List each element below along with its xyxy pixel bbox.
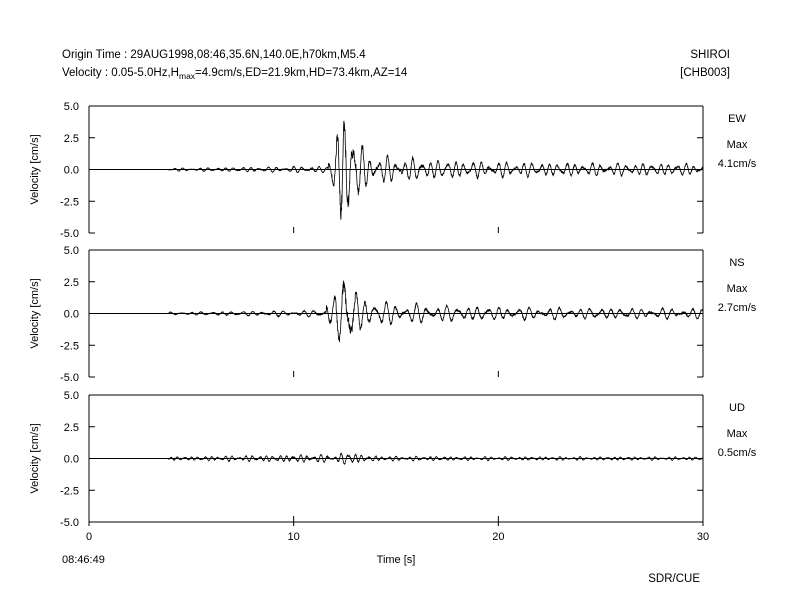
velocity-prefix: Velocity : 0.05-5.0Hz,H <box>62 67 179 79</box>
x-axis-label: Time [s] <box>377 554 416 566</box>
hmax-subscript: max <box>179 71 196 81</box>
station-code: [CHB003] <box>680 67 730 79</box>
waveform-ew <box>89 120 704 220</box>
y-axis-label: Velocity [cm/s] <box>29 278 41 348</box>
panels-group: 5.0 2.5 0.0 -2.5 -5.0 Velocity [cm/s] EW Max 4.1… <box>29 101 757 543</box>
max-value: 4.1cm/s <box>718 158 757 170</box>
max-label: Max <box>727 428 748 440</box>
y-tick-label: -2.5 <box>60 485 79 497</box>
y-tick-label: 0.0 <box>64 454 79 466</box>
y-tick-label: -5.0 <box>60 517 79 529</box>
max-value: 2.7cm/s <box>718 302 757 314</box>
y-tick-label: 2.5 <box>64 133 79 145</box>
y-tick-label: -5.0 <box>60 228 79 240</box>
panel-ud: 5.0 2.5 0.0 -2.5 -5.0 Velocity [cm/s] UD Max 0.5… <box>29 390 757 529</box>
y-tick-label: 2.5 <box>64 277 79 289</box>
y-axis-label: Velocity [cm/s] <box>29 134 41 204</box>
x-tick-label: 30 <box>697 531 709 543</box>
component-label: UD <box>729 402 745 414</box>
y-tick-label: -2.5 <box>60 340 79 352</box>
waveform-ns <box>89 280 704 343</box>
max-label: Max <box>727 283 748 295</box>
velocity-suffix: =4.9cm/s,ED=21.9km,HD=73.4km,AZ=14 <box>195 67 408 79</box>
panel-ew: 5.0 2.5 0.0 -2.5 -5.0 Velocity [cm/s] EW Max 4.1… <box>29 101 757 240</box>
y-tick-label: 0.0 <box>64 309 79 321</box>
y-tick-label: 5.0 <box>64 245 79 257</box>
component-label: NS <box>729 257 744 269</box>
y-tick-label: -2.5 <box>60 196 79 208</box>
y-tick-label: 5.0 <box>64 390 79 402</box>
start-time-label: 08:46:49 <box>62 554 105 566</box>
component-label: EW <box>728 113 746 125</box>
y-tick-label: 0.0 <box>64 165 79 177</box>
max-value: 0.5cm/s <box>718 447 757 459</box>
x-tick-label: 10 <box>288 531 300 543</box>
y-tick-label: -5.0 <box>60 372 79 384</box>
x-tick-label: 0 <box>86 531 92 543</box>
waveform-ud <box>89 452 704 466</box>
x-tick-label: 20 <box>492 531 504 543</box>
max-label: Max <box>727 139 748 151</box>
velocity-info-text: Velocity : 0.05-5.0Hz,Hmax=4.9cm/s,ED=21… <box>62 67 408 81</box>
y-tick-label: 5.0 <box>64 101 79 113</box>
origin-time-text: Origin Time : 29AUG1998,08:46,35.6N,140.… <box>62 49 366 61</box>
credit-label: SDR/CUE <box>648 573 700 585</box>
panel-ns: 5.0 2.5 0.0 -2.5 -5.0 Velocity [cm/s] NS Max 2.7… <box>29 245 757 384</box>
y-tick-label: 2.5 <box>64 422 79 434</box>
y-axis-label: Velocity [cm/s] <box>29 423 41 493</box>
station-name: SHIROI <box>690 49 730 61</box>
